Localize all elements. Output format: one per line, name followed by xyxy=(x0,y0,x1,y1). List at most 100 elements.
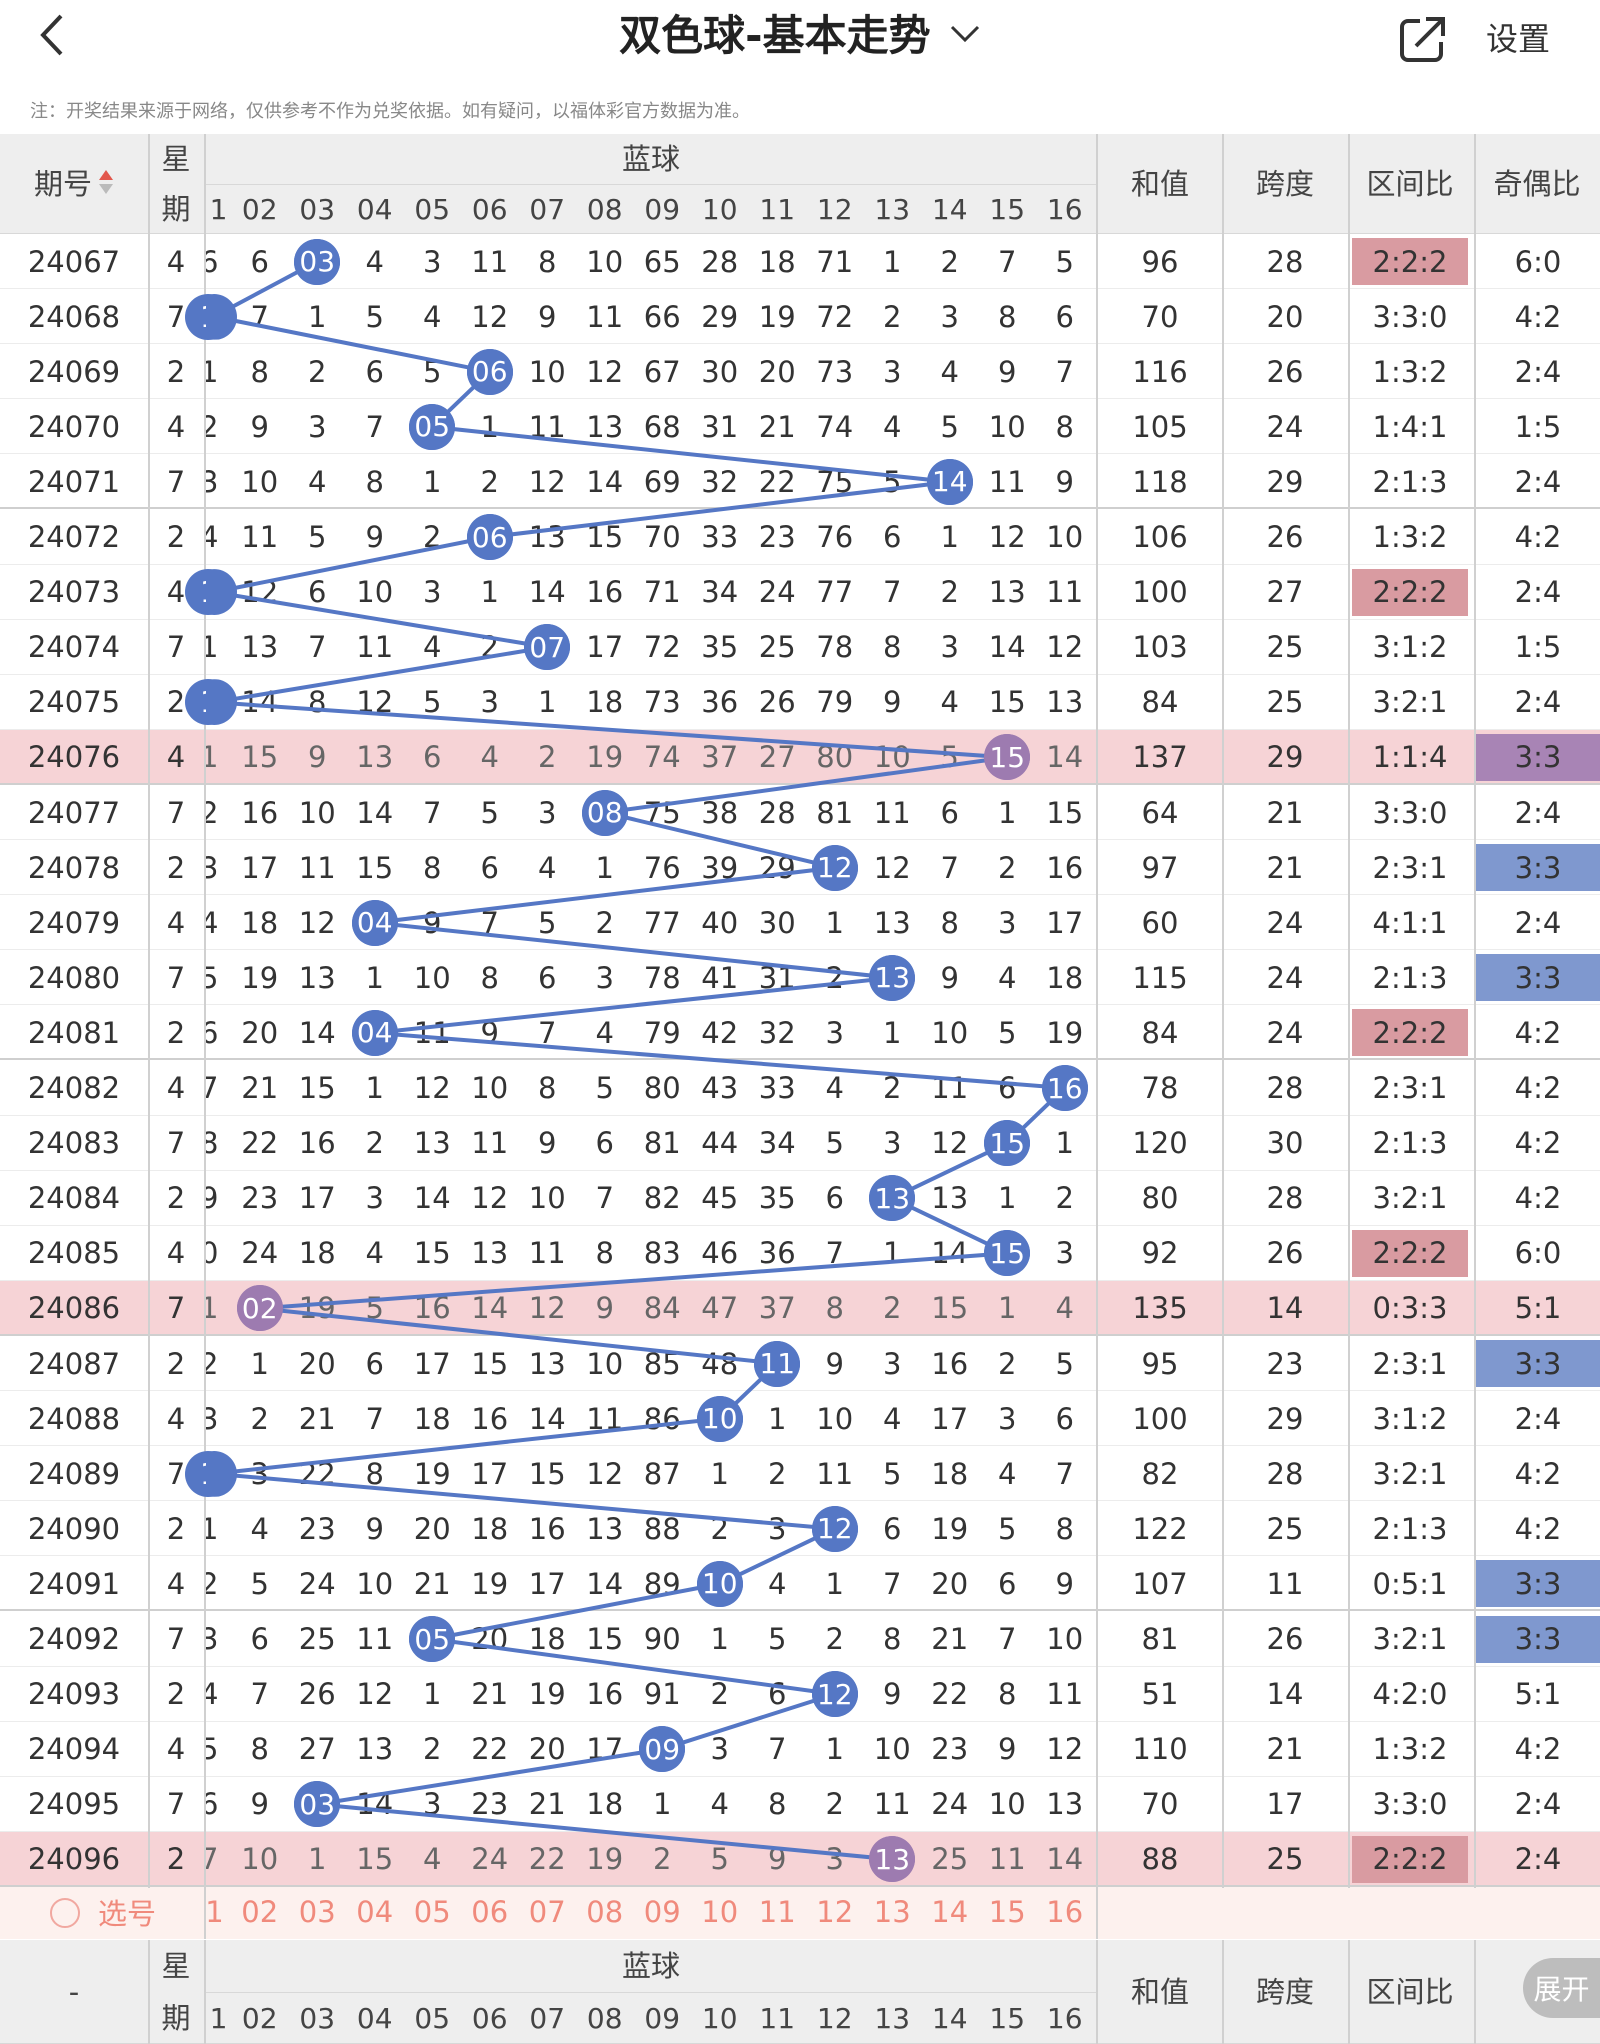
pick-number[interactable]: 15 xyxy=(988,1894,1026,1929)
miss-value: 6 xyxy=(940,795,959,830)
week-cell: 2 xyxy=(166,354,186,389)
column-separator xyxy=(1096,840,1098,897)
column-separator xyxy=(148,399,150,456)
header-blue-number: 16 xyxy=(1046,192,1083,226)
pick-number[interactable]: 07 xyxy=(528,1894,566,1929)
pick-number[interactable]: 12 xyxy=(816,1894,854,1929)
column-separator xyxy=(1474,1831,1476,1888)
pick-number[interactable]: 04 xyxy=(356,1894,394,1929)
miss-count: 6 xyxy=(519,950,577,1005)
miss-value: 8 xyxy=(206,1126,219,1161)
share-button[interactable] xyxy=(1398,14,1448,64)
header-blue-number: 13 xyxy=(874,2001,911,2035)
miss-count: 83 xyxy=(634,1226,692,1281)
week-cell: 4 xyxy=(166,1732,186,1767)
miss-value: 20 xyxy=(528,1732,566,1767)
miss-count: 86 xyxy=(634,1391,692,1446)
pick-number[interactable]: 11 xyxy=(758,1894,796,1929)
sort-icon[interactable] xyxy=(98,168,114,201)
miss-count: 22 xyxy=(231,1116,289,1171)
ball-number: 10 xyxy=(701,1401,739,1436)
column-separator xyxy=(204,840,206,897)
pick-number[interactable]: 06 xyxy=(471,1894,509,1929)
header-blue-number: 09 xyxy=(644,2001,681,2035)
miss-value: 2 xyxy=(710,1677,729,1712)
column-separator xyxy=(1096,1556,1098,1613)
miss-count: 88 xyxy=(634,1501,692,1556)
odd-even-cell: 4:2 xyxy=(1514,299,1562,334)
miss-count: 8 xyxy=(921,895,979,950)
table-row: 24079 4 4 18 12 04 9 7 5 2 77 40 30 1 13 8 3 17 60 24 4:1:1 2… xyxy=(0,895,1600,952)
miss-count: 13 xyxy=(404,1116,462,1171)
pick-number[interactable]: 13 xyxy=(873,1894,911,1929)
pick-number[interactable]: 05 xyxy=(413,1894,451,1929)
column-separator xyxy=(204,1060,206,1117)
column-separator xyxy=(148,1501,150,1558)
miss-value: 3 xyxy=(365,1181,384,1216)
miss-count: 10 xyxy=(576,1336,634,1391)
column-separator xyxy=(148,619,150,676)
miss-count: 6 xyxy=(979,1556,1037,1611)
header-issue[interactable]: 期号 xyxy=(0,134,148,234)
page-title[interactable]: 双色球-基本走势 xyxy=(0,8,1600,64)
odd-even-cell: 4:2 xyxy=(1514,520,1562,554)
column-separator xyxy=(204,1336,206,1392)
miss-value: 83 xyxy=(643,1236,681,1271)
miss-value: 12 xyxy=(586,1456,624,1491)
expand-button[interactable]: 展开 xyxy=(1523,1958,1600,2018)
select-label[interactable]: 选号 xyxy=(98,1896,157,1931)
miss-count: 7 xyxy=(206,1061,231,1116)
pick-number[interactable]: 16 xyxy=(1046,1894,1084,1929)
miss-count: 10 xyxy=(461,1061,519,1116)
miss-count: 18 xyxy=(576,1777,634,1832)
span-cell: 30 xyxy=(1266,1126,1304,1161)
miss-value: 1 xyxy=(825,905,844,940)
column-separator xyxy=(148,1721,150,1778)
pick-number[interactable]: 02 xyxy=(241,1894,279,1929)
miss-value: 4 xyxy=(423,1842,442,1877)
pick-number[interactable]: 09 xyxy=(643,1894,681,1929)
miss-value: 16 xyxy=(471,1401,509,1436)
column-separator xyxy=(1222,1776,1224,1833)
pick-number[interactable]: 14 xyxy=(931,1894,969,1929)
miss-value: 1 xyxy=(480,575,499,610)
table-row: 24076 4 1 15 9 13 6 4 2 19 74 37 27 80 10 5 15 14 137 29 1:1… xyxy=(0,729,1600,786)
span-cell: 28 xyxy=(1266,1456,1304,1491)
settings-button[interactable]: 设置 xyxy=(1486,20,1551,58)
column-separator xyxy=(1096,1060,1098,1117)
number-select-row: 选号 1 02 03 04 05 06 07 08 09 10 11 12 13 14 15 16 xyxy=(0,1884,1600,1939)
back-button[interactable] xyxy=(30,12,74,68)
miss-value: 8 xyxy=(595,1236,614,1271)
miss-count: 80 xyxy=(634,1061,692,1116)
miss-count: 2 xyxy=(576,895,634,950)
miss-count: 39 xyxy=(691,840,749,895)
miss-value: 10 xyxy=(471,1071,509,1105)
miss-value: 1 xyxy=(883,1015,902,1050)
miss-count: 11 xyxy=(921,1061,979,1116)
header-zone: 区间比 xyxy=(1366,166,1454,201)
pick-number[interactable]: 1 xyxy=(205,1894,224,1929)
column-separator xyxy=(1474,1501,1476,1558)
miss-value: 19 xyxy=(471,1566,509,1601)
pick-number[interactable]: 03 xyxy=(298,1894,336,1929)
miss-count: 76 xyxy=(806,510,864,565)
miss-count: 3 xyxy=(206,454,231,509)
miss-count: 21 xyxy=(461,1667,519,1722)
miss-count: 37 xyxy=(691,730,749,785)
miss-count: 1 xyxy=(979,1171,1037,1226)
pick-number[interactable]: 08 xyxy=(586,1894,624,1929)
miss-value: 4 xyxy=(595,1015,614,1050)
select-radio[interactable] xyxy=(50,1898,80,1928)
pick-number[interactable]: 10 xyxy=(701,1894,739,1929)
issue-cell: 24078 xyxy=(27,850,121,885)
miss-value: 8 xyxy=(1055,1511,1074,1546)
miss-value: 6 xyxy=(308,575,327,610)
miss-value: 6 xyxy=(998,1566,1017,1601)
miss-count: 11 xyxy=(979,1832,1037,1887)
miss-count: 1 xyxy=(806,1722,864,1777)
column-separator xyxy=(204,1776,206,1833)
table-row: 24084 2 9 23 17 3 14 12 10 7 82 45 35 6 13 13 1 2 80 28 3:2:… xyxy=(0,1170,1600,1227)
miss-count: 9 xyxy=(1036,1556,1094,1611)
miss-count: 11 xyxy=(404,1005,462,1060)
table-header: 期号 星期 蓝球 1 02 03 04 05 06 07 08 09 10 11 12 13 14 15 16 和值 跨… xyxy=(0,134,1600,234)
